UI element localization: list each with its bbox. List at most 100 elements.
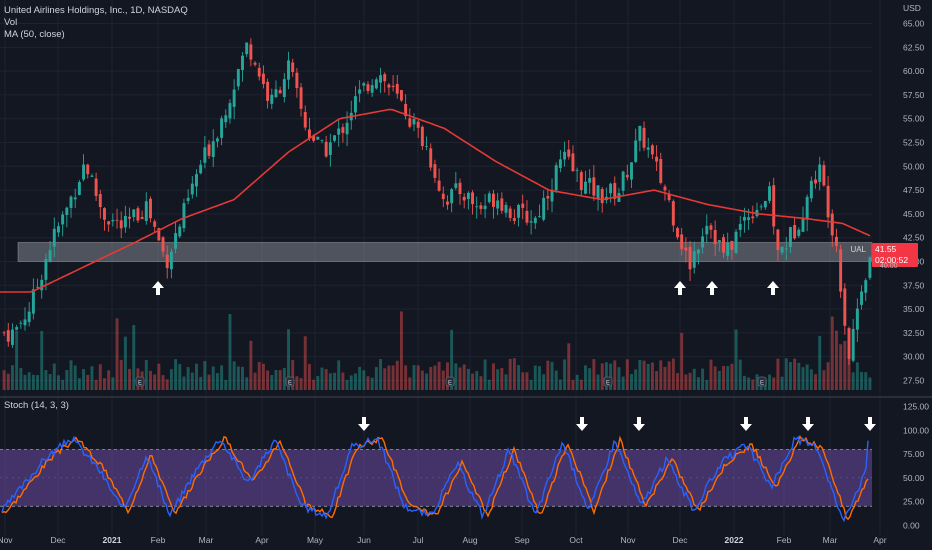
time-tick-label: May [307, 535, 324, 545]
candle-body [659, 159, 663, 183]
candle-body [680, 234, 684, 250]
price-tick-label: 30.00 [903, 352, 925, 362]
volume-bar [822, 370, 826, 390]
price-tick-label: 65.00 [903, 19, 925, 29]
candle-body [542, 197, 546, 220]
candlestick-series[interactable] [2, 38, 872, 365]
volume-bar [379, 359, 382, 390]
volume-bar [358, 366, 362, 390]
volume-bar [73, 365, 77, 390]
candle-body [713, 230, 717, 245]
volume-bar [738, 359, 742, 390]
candle-body [111, 219, 115, 222]
candle-body [676, 228, 679, 238]
candle-body [667, 193, 671, 200]
volume-bar [383, 368, 387, 390]
volume-bar [512, 358, 516, 390]
candle-body [36, 286, 40, 288]
stoch-axis[interactable]: 0.00 25.00 50.00 75.00 100.00 125.00 [903, 402, 929, 531]
candle-body [600, 189, 604, 204]
time-axis[interactable]: Nov Dec 2021 Feb Mar Apr May Jun Jul Aug Sep Oct Nov… [0, 535, 887, 545]
earnings-mark[interactable] [603, 376, 613, 387]
candle-body [772, 185, 776, 227]
earnings-mark[interactable] [135, 376, 145, 387]
volume-bar [843, 340, 847, 390]
volume-bar [57, 375, 60, 390]
volume-bar [278, 370, 282, 390]
candle-body [370, 85, 374, 93]
earnings-mark[interactable] [445, 376, 455, 387]
candle-body [337, 128, 341, 135]
volume-bar [287, 329, 290, 390]
candle-body [203, 147, 207, 163]
volume-bar [207, 374, 211, 390]
volume-bar [132, 324, 136, 390]
candle-body [316, 136, 320, 140]
volume-bar [119, 359, 123, 390]
candle-body [429, 148, 433, 168]
volume-bar [809, 369, 813, 390]
volume-bar [755, 374, 759, 390]
volume-bar [801, 367, 805, 390]
volume-bar [199, 376, 203, 390]
volume-bar [788, 362, 792, 390]
current-price-tag: UAL 41.55 02:00:52 [850, 243, 918, 267]
candle-body [558, 159, 562, 168]
candle-body [57, 226, 60, 233]
earnings-mark-label: E [448, 381, 452, 387]
earnings-mark-label: E [288, 381, 292, 387]
candle-body [550, 189, 554, 202]
candle-body [751, 216, 755, 219]
volume-bar [94, 379, 98, 390]
candle-body [441, 193, 445, 200]
volume-bar [98, 364, 102, 390]
earnings-mark[interactable] [285, 376, 295, 387]
stoch-tick-label: 25.00 [903, 497, 925, 507]
price-tick-label: 62.50 [903, 42, 925, 52]
volume-bar [554, 370, 558, 390]
volume-bar [864, 372, 868, 390]
candle-body [69, 196, 73, 208]
volume-bar [558, 379, 562, 390]
volume-bar [726, 365, 730, 390]
candle-body [44, 259, 48, 280]
candle-body [404, 103, 408, 117]
volume-bar [671, 358, 675, 390]
volume-bar [768, 374, 771, 390]
time-tick-label: Feb [151, 535, 166, 545]
volume-bar [23, 374, 27, 390]
candle-body [517, 204, 521, 218]
volume-bar [412, 365, 416, 390]
price-tag-price: 41.55 [875, 244, 897, 254]
volume-bar [345, 379, 349, 390]
candle-body [483, 205, 487, 210]
earnings-mark[interactable] [757, 376, 767, 387]
volume-bar [6, 373, 10, 390]
candle-body [826, 185, 830, 218]
candle-body [245, 42, 249, 55]
volume-bar [374, 367, 378, 390]
candle-body [768, 186, 771, 201]
candle-body [596, 185, 600, 200]
time-tick-label: Apr [873, 535, 886, 545]
volume-bar [634, 369, 638, 390]
volume-bar [684, 374, 688, 390]
volume-bar [261, 363, 265, 390]
price-tick-label: 55.00 [903, 114, 925, 124]
candle-body [73, 197, 77, 200]
candle-body [10, 329, 14, 345]
volume-bar [855, 362, 859, 390]
volume-bar [454, 363, 458, 390]
volume-bar [868, 377, 872, 390]
candle-body [353, 96, 357, 113]
down-arrow-icon [358, 417, 370, 431]
volume-bars [2, 311, 872, 390]
volume-bar [211, 366, 215, 390]
volume-bar [776, 358, 780, 390]
volume-bar [483, 359, 487, 390]
candle-body [814, 179, 817, 184]
down-arrow-icon [802, 417, 814, 431]
volume-bar [496, 369, 500, 390]
volume-bar [316, 375, 320, 390]
